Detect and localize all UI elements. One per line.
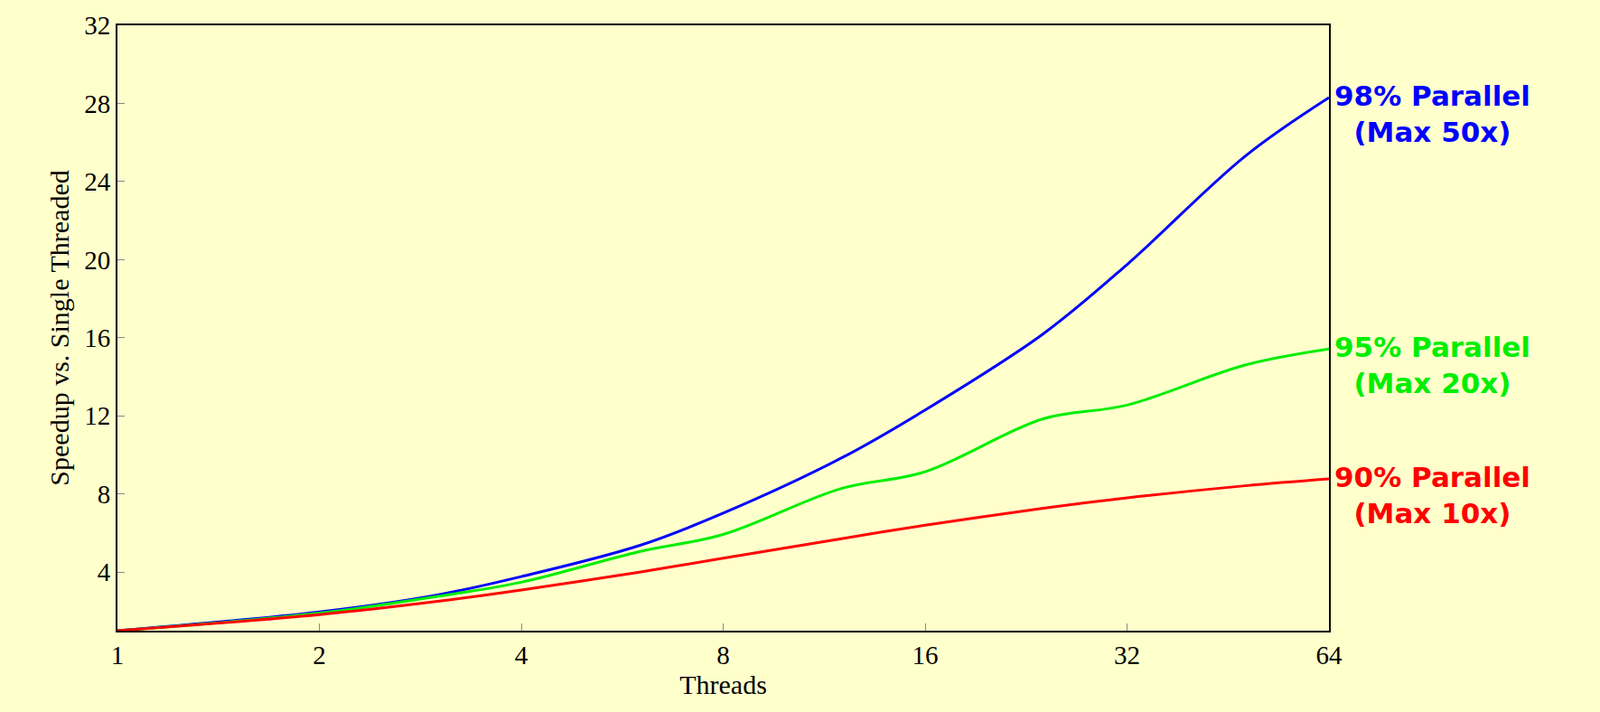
svg-text:1: 1 — [111, 640, 125, 670]
svg-text:32: 32 — [1113, 640, 1141, 670]
svg-text:4: 4 — [97, 557, 112, 587]
svg-text:28: 28 — [84, 89, 111, 119]
svg-text:95% Parallel(Max 20x): 95% Parallel(Max 20x) — [1334, 330, 1531, 400]
svg-text:90% Parallel(Max 10x): 90% Parallel(Max 10x) — [1334, 460, 1531, 530]
svg-text:Speedup vs. Single Threaded: Speedup vs. Single Threaded — [44, 169, 75, 486]
svg-text:2: 2 — [312, 640, 327, 670]
svg-text:24: 24 — [84, 167, 112, 197]
svg-text:20: 20 — [84, 245, 111, 275]
svg-text:4: 4 — [514, 640, 529, 670]
svg-text:12: 12 — [84, 401, 111, 431]
svg-text:8: 8 — [97, 479, 112, 509]
svg-text:16: 16 — [84, 323, 111, 353]
svg-text:64: 64 — [1316, 640, 1344, 670]
svg-text:16: 16 — [912, 640, 939, 670]
svg-text:Threads: Threads — [679, 669, 768, 700]
svg-text:8: 8 — [716, 640, 730, 670]
svg-text:32: 32 — [84, 10, 111, 40]
svg-text:98% Parallel(Max 50x): 98% Parallel(Max 50x) — [1334, 79, 1531, 149]
